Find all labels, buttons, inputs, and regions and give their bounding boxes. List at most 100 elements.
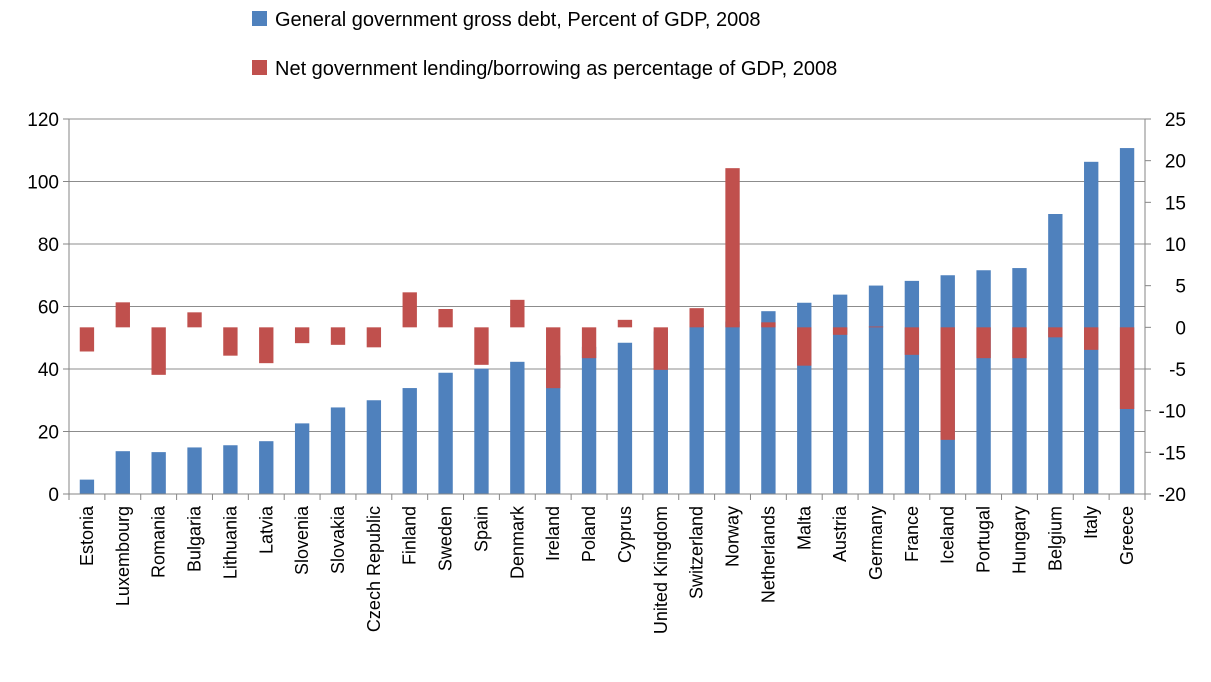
debt-bar (474, 368, 489, 494)
category-label: Poland (579, 506, 599, 562)
debt-bar (868, 285, 884, 494)
category-label: Iceland (938, 506, 958, 564)
lending-bar (1012, 327, 1027, 359)
gridlines (69, 118, 1145, 432)
category-label: Hungary (1009, 506, 1029, 574)
lending-bar (940, 327, 955, 440)
debt-bar (1012, 268, 1027, 494)
lending-bar (366, 327, 382, 348)
debt-bar (438, 372, 453, 494)
right-tick-label: 15 (1165, 193, 1186, 214)
lending-bar (151, 327, 166, 375)
debt-bar (294, 423, 310, 494)
debt-bar (259, 441, 274, 494)
lending-bar (1119, 327, 1135, 409)
lending-bar (832, 327, 848, 335)
right-tick-label: 10 (1165, 235, 1186, 256)
lending-bar (725, 168, 740, 328)
category-label: France (902, 506, 922, 562)
left-tick-label: 60 (38, 298, 59, 319)
category-label: Netherlands (758, 506, 778, 603)
debt-bar (581, 346, 597, 494)
debt-bar (510, 361, 525, 494)
category-label: Luxembourg (113, 506, 133, 606)
lending-bar (868, 326, 884, 328)
debt-bar (1048, 214, 1063, 494)
category-label: Greece (1117, 506, 1137, 565)
legend-swatch-lending (252, 60, 267, 75)
left-tick-label: 20 (38, 423, 59, 444)
lending-bar (115, 302, 130, 328)
tick-labels: 0 20 40 60 80 100 120 -20 -15 -10 -5 0 5 10 15 20 25 Esto… (27, 110, 1186, 634)
category-label: Switzerland (687, 506, 707, 599)
lending-bar (581, 327, 597, 359)
debt-bar (904, 280, 920, 494)
lending-bar (797, 327, 812, 366)
lending-bar (79, 327, 95, 352)
debt-bar (976, 270, 991, 494)
debt-bar (223, 445, 238, 494)
category-label: Estonia (77, 505, 97, 566)
category-label: Latvia (256, 505, 276, 554)
category-label: Sweden (436, 506, 456, 571)
lending-bar (1048, 327, 1063, 338)
plot-bars (79, 148, 1135, 494)
lending-bar (546, 327, 561, 389)
category-label: Cyprus (615, 506, 635, 563)
category-label: Italy (1081, 506, 1101, 539)
lending-bar (474, 327, 489, 365)
lending-bar (617, 319, 633, 328)
right-tick-label: -20 (1159, 485, 1186, 506)
debt-bar (832, 294, 848, 494)
lending-bar (689, 308, 704, 328)
lending-bar (976, 327, 991, 359)
debt-bar (366, 400, 382, 494)
lending-bar (510, 299, 525, 328)
lending-bar (223, 327, 238, 356)
left-tick-label: 0 (48, 485, 59, 506)
category-label: Bulgaria (185, 505, 205, 572)
lending-bar (438, 309, 453, 328)
lending-bar (402, 292, 417, 328)
left-tick-label: 120 (27, 110, 59, 131)
right-tick-label: 20 (1165, 152, 1186, 173)
category-label: Denmark (507, 505, 527, 579)
category-label: Ireland (543, 506, 563, 561)
lending-bar (761, 322, 776, 328)
debt-bar (617, 342, 633, 494)
lending-bar (653, 327, 668, 370)
category-label: Slovenia (292, 505, 312, 575)
debt-bar (1119, 148, 1135, 494)
lending-bar (330, 327, 346, 345)
right-tick-label: 5 (1175, 277, 1186, 298)
legend: General government gross debt, Percent o… (252, 9, 837, 80)
right-tick-label: -10 (1159, 402, 1186, 423)
debt-bar (330, 407, 346, 494)
right-tick-label: 25 (1165, 110, 1186, 131)
lending-bar (1084, 327, 1099, 350)
legend-label-debt: General government gross debt, Percent o… (275, 9, 760, 31)
right-tick-label: -15 (1159, 443, 1186, 464)
debt-bar (761, 311, 776, 494)
debt-bar (151, 452, 166, 494)
category-label: Portugal (974, 506, 994, 573)
category-label: Czech Republic (364, 506, 384, 632)
right-tick-label: 0 (1175, 318, 1186, 339)
debt-bar (546, 355, 561, 494)
category-label: Lithuania (220, 505, 240, 579)
debt-bar (402, 388, 417, 494)
category-label: Norway (723, 506, 743, 567)
category-label: Slovakia (328, 505, 348, 574)
lending-bar (259, 327, 274, 364)
category-label: Malta (794, 505, 814, 550)
category-label: Finland (400, 506, 420, 565)
left-tick-label: 100 (27, 173, 59, 194)
lending-bar (187, 312, 202, 328)
lending-bar (294, 327, 310, 344)
debt-bar (653, 331, 668, 494)
lending-bar (904, 327, 920, 355)
category-label: Belgium (1045, 506, 1065, 571)
axes (63, 118, 1151, 500)
debt-bar (79, 479, 95, 494)
